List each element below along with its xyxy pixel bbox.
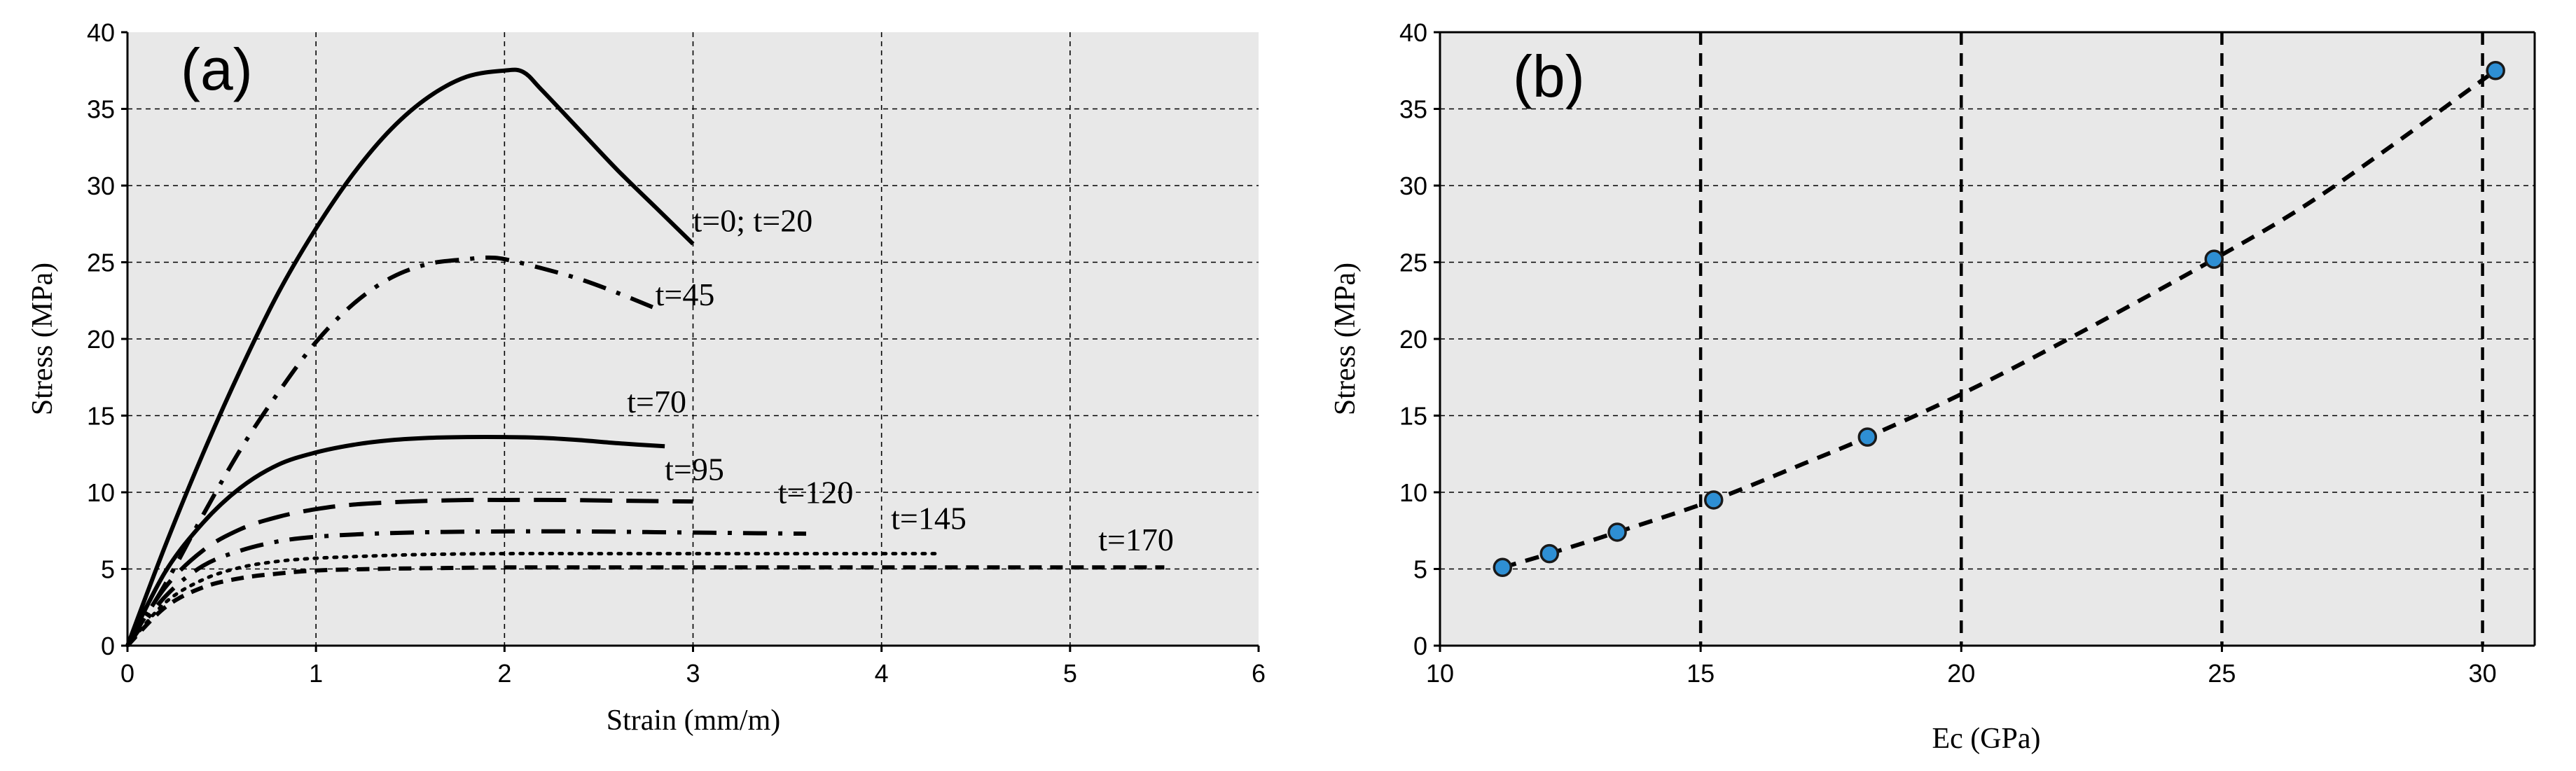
a-xtick-label-2: 2 — [497, 659, 511, 688]
a-xtick-label-4: 4 — [875, 659, 889, 688]
b-xtick-label-4: 30 — [2469, 659, 2497, 688]
series-line-t-120 — [125, 529, 807, 647]
y-axis-title-b: Stress (MPa) — [1329, 263, 1362, 415]
series-line-t-170 — [125, 565, 1165, 648]
y-axis-title-a: Stress (MPa) — [27, 263, 59, 415]
data-point-b-3 — [1704, 490, 1724, 510]
series-label-t-95: t=95 — [665, 451, 724, 487]
axes-b: 0 5 10 15 20 25 30 35 40 10 15 20 25 30 — [1399, 18, 2536, 688]
axes-a: 0 5 10 15 20 25 30 35 40 0 1 2 3 4 5 6 — [87, 18, 1266, 688]
b-xtick-label-1: 15 — [1687, 659, 1715, 688]
b-ytick-label-0: 0 — [1413, 632, 1427, 660]
data-point-b-2 — [1607, 522, 1627, 542]
series-line-t-145 — [125, 552, 940, 648]
a-xtick-label-3: 3 — [686, 659, 700, 688]
data-point-b-6 — [2486, 61, 2505, 81]
b-ytick-label-6: 30 — [1399, 172, 1427, 200]
data-point-b-1 — [1539, 543, 1560, 564]
chart-panel-a: 0 5 10 15 20 25 30 35 40 0 1 2 3 4 5 6 t=0; t=20 t=45 t=7… — [27, 18, 1266, 737]
b-xtick-label-2: 20 — [1947, 659, 1975, 688]
curves-a — [125, 67, 1165, 648]
b-ytick-label-4: 20 — [1399, 325, 1427, 354]
b-xtick-label-3: 25 — [2208, 659, 2236, 688]
a-ytick-label-7: 35 — [87, 95, 115, 124]
b-xtick-label-0: 10 — [1426, 659, 1454, 688]
a-ytick-label-4: 20 — [87, 325, 115, 354]
series-label-t-45: t=45 — [656, 277, 715, 312]
panel-label-a: (a) — [181, 36, 253, 102]
a-ytick-label-2: 10 — [87, 478, 115, 507]
series-label-t-70: t=70 — [627, 384, 686, 419]
series-label-t-0-t-20: t=0; t=20 — [693, 203, 813, 239]
series-line-t-0-t-20 — [125, 67, 695, 647]
b-ytick-label-5: 25 — [1399, 249, 1427, 277]
b-ytick-label-7: 35 — [1399, 95, 1427, 124]
b-ytick-label-2: 10 — [1399, 478, 1427, 507]
series-line-t-70 — [125, 435, 665, 647]
curves-b — [1493, 61, 2505, 578]
series-label-t-145: t=145 — [891, 501, 967, 536]
a-ytick-label-6: 30 — [87, 172, 115, 200]
x-axis-title-a: Strain (mm/m) — [607, 704, 780, 737]
series-label-t-170: t=170 — [1098, 522, 1174, 557]
x-axis-title-b: Ec (GPa) — [1932, 723, 2040, 755]
a-xtick-label-6: 6 — [1252, 659, 1266, 688]
a-ytick-label-1: 5 — [101, 555, 115, 584]
series-label-t-120: t=120 — [778, 474, 854, 510]
panel-label-b: (b) — [1513, 43, 1585, 109]
a-xtick-label-5: 5 — [1063, 659, 1077, 688]
series-line-t-95 — [125, 497, 693, 647]
a-ytick-label-3: 15 — [87, 402, 115, 431]
data-point-b-5 — [2204, 249, 2224, 269]
a-xtick-label-0: 0 — [120, 659, 134, 688]
b-ytick-label-3: 15 — [1399, 402, 1427, 431]
a-ytick-label-5: 25 — [87, 249, 115, 277]
curve-labels-a: t=0; t=20 t=45 t=70 t=95 t=120 t=145 t=170 — [627, 203, 1174, 558]
b-ytick-label-8: 40 — [1399, 18, 1427, 47]
a-ytick-label-8: 40 — [87, 18, 115, 47]
a-xtick-label-1: 1 — [309, 659, 323, 688]
grid-b — [1440, 32, 2535, 646]
data-point-b-4 — [1857, 427, 1878, 447]
b-ytick-label-1: 5 — [1413, 555, 1427, 584]
a-ytick-label-0: 0 — [101, 632, 115, 660]
data-point-b-0 — [1493, 557, 1513, 578]
series-line-t-45 — [125, 255, 656, 647]
